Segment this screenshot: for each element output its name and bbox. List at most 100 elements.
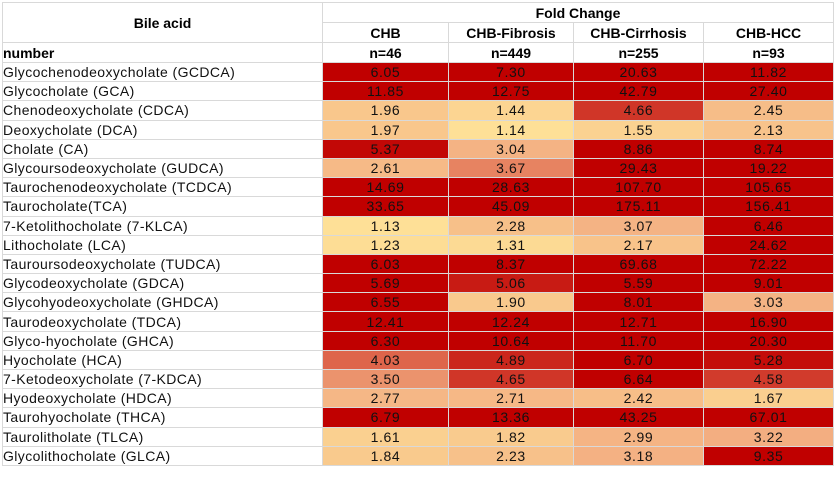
heatmap-cell: 2.28 bbox=[448, 215, 574, 236]
heatmap-cell: 3.07 bbox=[573, 215, 704, 236]
heatmap-cell: 1.96 bbox=[322, 100, 449, 121]
heatmap-cell: 72.22 bbox=[702, 253, 835, 275]
table-row: Taurodeoxycholate (TDCA) 12.41 12.24 12.71 1… bbox=[2, 311, 835, 332]
heatmap-cell: 7.30 bbox=[448, 61, 574, 83]
heatmap-cell: 4.58 bbox=[702, 368, 835, 390]
bile-acid-label: Glycocholate (GCA) bbox=[2, 81, 323, 102]
heatmap-cell: 2.45 bbox=[702, 100, 835, 121]
heatmap-cell: 3.50 bbox=[322, 368, 449, 390]
column-header-chb: CHB bbox=[322, 22, 449, 43]
heatmap-cell: 8.01 bbox=[573, 292, 704, 313]
heatmap-cell: 8.37 bbox=[448, 253, 574, 275]
heatmap-cell: 4.89 bbox=[448, 349, 574, 371]
heatmap-cell: 45.09 bbox=[448, 196, 574, 217]
heatmap-cell: 2.42 bbox=[573, 388, 704, 409]
heatmap-cell: 1.13 bbox=[322, 215, 449, 236]
heatmap-cell: 4.66 bbox=[573, 100, 704, 121]
bile-acid-label: Taurochenodeoxycholate (TCDCA) bbox=[2, 177, 323, 198]
heatmap-cell: 8.86 bbox=[573, 138, 704, 159]
heatmap-cell: 4.03 bbox=[322, 349, 449, 371]
heatmap-cell: 11.70 bbox=[573, 330, 704, 351]
heatmap-cell: 12.24 bbox=[448, 311, 574, 332]
heatmap-cell: 12.71 bbox=[573, 311, 704, 332]
heatmap-cell: 6.46 bbox=[702, 215, 835, 236]
bile-acid-label: Glycolithocholate (GLCA) bbox=[2, 445, 323, 466]
heatmap-cell: 1.14 bbox=[448, 119, 574, 140]
heatmap-cell: 1.84 bbox=[322, 445, 449, 466]
bile-acid-label: Hyocholate (HCA) bbox=[2, 349, 323, 371]
table-row: Taurohyocholate (THCA) 6.79 13.36 43.25 67.0… bbox=[2, 407, 835, 428]
table-row: Glycocholate (GCA) 11.85 12.75 42.79 27.40 bbox=[2, 81, 835, 102]
table-row: Glycodeoxycholate (GDCA) 5.69 5.06 5.59 9.01 bbox=[2, 273, 835, 294]
bile-acid-label: Glycoursodeoxycholate (GUDCA) bbox=[2, 157, 323, 179]
heatmap-cell: 4.65 bbox=[448, 368, 574, 390]
heatmap-cell: 1.23 bbox=[322, 234, 449, 255]
heatmap-cell: 6.55 bbox=[322, 292, 449, 313]
heatmap-cell: 12.41 bbox=[322, 311, 449, 332]
heatmap-cell: 16.90 bbox=[702, 311, 835, 332]
sample-size-chb: n=46 bbox=[322, 42, 449, 63]
bile-acid-label: Lithocholate (LCA) bbox=[2, 234, 323, 255]
table-row: Taurochenodeoxycholate (TCDCA) 14.69 28.63… bbox=[2, 177, 835, 198]
heatmap-cell: 8.74 bbox=[702, 138, 835, 159]
heatmap-cell: 3.67 bbox=[448, 157, 574, 179]
table-row: Chenodeoxycholate (CDCA) 1.96 1.44 4.66 2.45 bbox=[2, 100, 835, 121]
table-row: Glycochenodeoxycholate (GCDCA) 6.05 7.30 20… bbox=[2, 61, 835, 83]
column-header-chb-hcc: CHB-HCC bbox=[702, 22, 835, 43]
table-row: Hyodeoxycholate (HDCA) 2.77 2.71 2.42 1.67 bbox=[2, 388, 835, 409]
heatmap-cell: 1.90 bbox=[448, 292, 574, 313]
heatmap-cell: 9.01 bbox=[702, 273, 835, 294]
heatmap-cell: 6.70 bbox=[573, 349, 704, 371]
heatmap-body: Glycochenodeoxycholate (GCDCA) 6.05 7.30 20… bbox=[2, 61, 835, 466]
heatmap-cell: 27.40 bbox=[702, 81, 835, 102]
bile-acid-label: Taurolitholate (TLCA) bbox=[2, 426, 323, 447]
heatmap-cell: 175.11 bbox=[573, 196, 704, 217]
heatmap-cell: 14.69 bbox=[322, 177, 449, 198]
heatmap-cell: 6.79 bbox=[322, 407, 449, 428]
heatmap-cell: 6.03 bbox=[322, 253, 449, 275]
heatmap-cell: 20.63 bbox=[573, 61, 704, 83]
bile-acid-label: Deoxycholate (DCA) bbox=[2, 119, 323, 140]
heatmap-cell: 6.05 bbox=[322, 61, 449, 83]
sample-size-chb-hcc: n=93 bbox=[702, 42, 835, 63]
heatmap-cell: 24.62 bbox=[702, 234, 835, 255]
table-row: Tauroursodeoxycholate (TUDCA) 6.03 8.37 69.… bbox=[2, 253, 835, 275]
heatmap-cell: 1.67 bbox=[702, 388, 835, 409]
heatmap-cell: 6.30 bbox=[322, 330, 449, 351]
bile-acid-fold-change-heatmap: Bile acid Fold Change CHB CHB-Fibrosis C… bbox=[2, 2, 835, 466]
column-header-chb-fibrosis: CHB-Fibrosis bbox=[448, 22, 574, 43]
heatmap-cell: 1.97 bbox=[322, 119, 449, 140]
table-row: Glycohyodeoxycholate (GHDCA) 6.55 1.90 8.01… bbox=[2, 292, 835, 313]
heatmap-cell: 5.37 bbox=[322, 138, 449, 159]
heatmap-cell: 20.30 bbox=[702, 330, 835, 351]
bile-acid-label: Taurocholate(TCA) bbox=[2, 196, 323, 217]
sample-size-chb-fibrosis: n=449 bbox=[448, 42, 574, 63]
table-row: 7-Ketodeoxycholate (7-KDCA) 3.50 4.65 6.64 4… bbox=[2, 368, 835, 390]
table-row: Hyocholate (HCA) 4.03 4.89 6.70 5.28 bbox=[2, 349, 835, 371]
bile-acid-label: Glycochenodeoxycholate (GCDCA) bbox=[2, 61, 323, 83]
heatmap-cell: 156.41 bbox=[702, 196, 835, 217]
table-row: Lithocholate (LCA) 1.23 1.31 2.17 24.62 bbox=[2, 234, 835, 255]
heatmap-cell: 28.63 bbox=[448, 177, 574, 198]
heatmap-cell: 6.64 bbox=[573, 368, 704, 390]
heatmap-cell: 1.44 bbox=[448, 100, 574, 121]
bile-acid-label: 7-Ketolithocholate (7-KLCA) bbox=[2, 215, 323, 236]
heatmap-cell: 2.13 bbox=[702, 119, 835, 140]
table-row: Taurolitholate (TLCA) 1.61 1.82 2.99 3.22 bbox=[2, 426, 835, 447]
number-label: number bbox=[2, 42, 323, 63]
heatmap-cell: 3.22 bbox=[702, 426, 835, 447]
bile-acid-label: Chenodeoxycholate (CDCA) bbox=[2, 100, 323, 121]
heatmap-cell: 29.43 bbox=[573, 157, 704, 179]
heatmap-cell: 11.85 bbox=[322, 81, 449, 102]
heatmap-cell: 2.71 bbox=[448, 388, 574, 409]
heatmap-cell: 3.03 bbox=[702, 292, 835, 313]
heatmap-cell: 43.25 bbox=[573, 407, 704, 428]
heatmap-cell: 11.82 bbox=[702, 61, 835, 83]
bile-acid-label: Taurohyocholate (THCA) bbox=[2, 407, 323, 428]
table-row: Glyco-hyocholate (GHCA) 6.30 10.64 11.70 20.… bbox=[2, 330, 835, 351]
heatmap-cell: 3.18 bbox=[573, 445, 704, 466]
bile-acid-label: Hyodeoxycholate (HDCA) bbox=[2, 388, 323, 409]
column-header-chb-cirrhosis: CHB-Cirrhosis bbox=[573, 22, 704, 43]
heatmap-cell: 33.65 bbox=[322, 196, 449, 217]
heatmap-cell: 3.04 bbox=[448, 138, 574, 159]
